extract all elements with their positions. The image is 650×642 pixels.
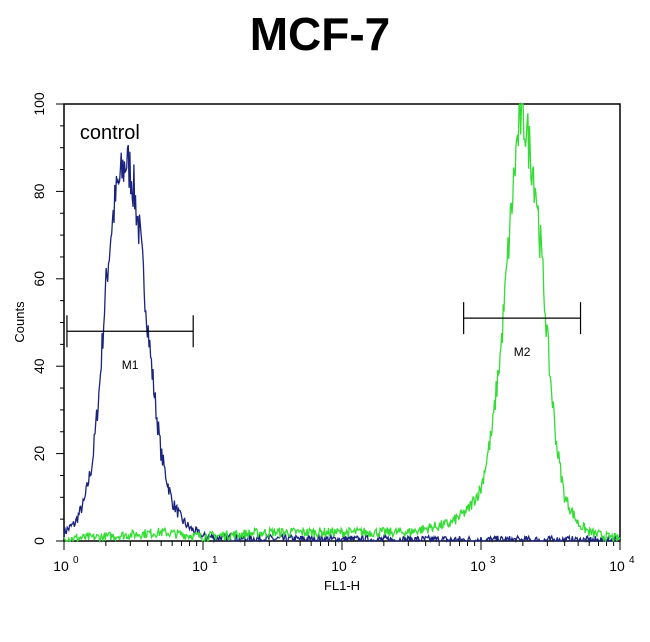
x-axis-label: FL1-H [324, 578, 360, 593]
x-tick-label: 10 [470, 558, 486, 574]
x-tick-label: 10 [609, 558, 625, 574]
y-tick-label: 60 [31, 271, 47, 287]
gate-markers-layer: M1 M2 [66, 302, 582, 372]
y-tick-label: 80 [31, 183, 47, 199]
x-tick-label: 10 [331, 558, 347, 574]
annotations-layer: control [80, 122, 140, 144]
chart-title: MCF-7 [250, 8, 391, 60]
y-tick-label: 20 [31, 446, 47, 462]
x-tick-exponent: 0 [73, 555, 79, 566]
y-tick-label: 0 [31, 537, 47, 545]
plot-area-frame [63, 103, 621, 542]
y-axis-label: Counts [12, 301, 27, 343]
y-tick-label: 100 [31, 92, 47, 116]
y-tick-label: 40 [31, 358, 47, 374]
gate-label: M2 [514, 345, 531, 359]
x-tick-label: 10 [53, 558, 69, 574]
x-tick-exponent: 2 [351, 555, 357, 566]
x-axis-ticks: 10 0 10 1 10 2 10 3 10 4 [53, 541, 635, 574]
histogram-series-2 [63, 101, 621, 544]
annotation-control: control [80, 122, 140, 144]
x-tick-label: 10 [192, 558, 208, 574]
histogram-series-1 [63, 144, 621, 544]
x-tick-exponent: 4 [629, 555, 635, 566]
x-tick-exponent: 1 [212, 555, 218, 566]
y-axis-ticks: 0 20 40 60 80 100 [31, 92, 64, 545]
gate-label: M1 [122, 358, 139, 372]
x-tick-exponent: 3 [490, 555, 496, 566]
series-layer [63, 101, 621, 544]
